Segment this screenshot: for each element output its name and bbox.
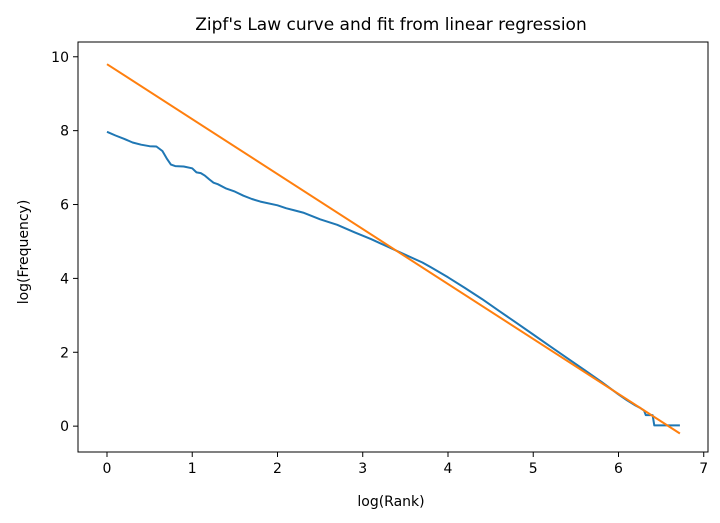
regression-fit-line bbox=[106, 63, 681, 435]
axes-frame bbox=[77, 41, 709, 453]
zipf-curve-line bbox=[106, 130, 680, 427]
plot-area bbox=[106, 63, 681, 435]
x-tick-label: 6 bbox=[614, 461, 623, 477]
y-tick-label: 6 bbox=[60, 198, 69, 214]
chart-title: Zipf's Law curve and fit from linear reg… bbox=[195, 15, 586, 35]
x-tick-label: 7 bbox=[699, 461, 708, 477]
x-tick-label: 4 bbox=[444, 461, 453, 477]
y-tick-label: 10 bbox=[51, 50, 69, 66]
y-axis-label: log(Frequency) bbox=[16, 200, 32, 305]
y-tick-label: 8 bbox=[60, 124, 69, 140]
x-tick-label: 0 bbox=[103, 461, 112, 477]
y-tick-label: 2 bbox=[60, 345, 69, 361]
y-tick-label: 4 bbox=[60, 271, 69, 287]
x-tick-label: 5 bbox=[529, 461, 538, 477]
x-tick-label: 3 bbox=[358, 461, 367, 477]
x-axis: 0 1 2 3 4 5 6 7 bbox=[103, 452, 708, 477]
x-axis-label: log(Rank) bbox=[357, 494, 424, 510]
y-axis: 0 2 4 6 8 10 bbox=[51, 50, 78, 435]
y-tick-label: 0 bbox=[60, 419, 69, 435]
x-tick-label: 2 bbox=[273, 461, 282, 477]
x-tick-label: 1 bbox=[188, 461, 197, 477]
